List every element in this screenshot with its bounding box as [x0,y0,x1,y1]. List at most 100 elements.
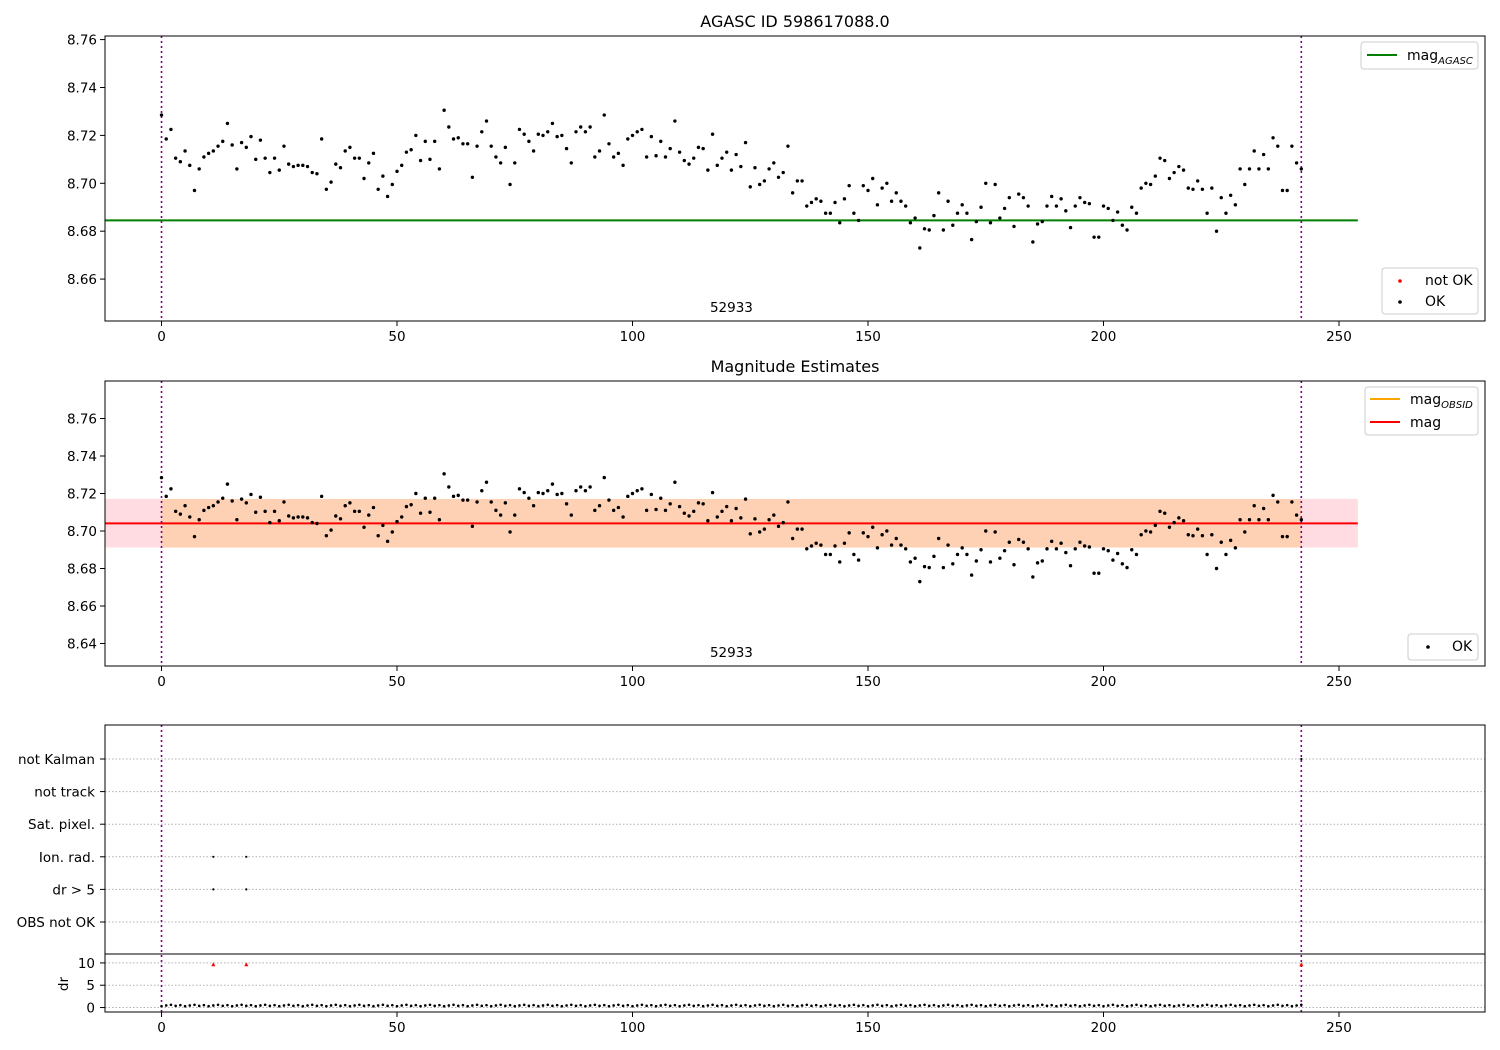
data-point-ok [616,505,621,510]
data-point-ok [1153,174,1158,178]
data-point-ok [946,543,950,547]
data-point-ok [334,162,338,166]
data-point-ok [889,543,894,547]
data-point-ok [385,539,390,544]
dr-point [692,1004,696,1008]
data-point-ok [1078,540,1082,544]
dr-point [1092,1004,1096,1008]
dr-point [499,1003,502,1007]
data-point-ok [1210,186,1214,190]
y-tick-label: 8.68 [67,562,97,578]
dr-point [1064,1003,1068,1007]
data-point-ok [1007,195,1012,200]
dr-point [325,1004,328,1008]
data-point-ok [1068,225,1073,230]
data-point-ok [418,511,423,515]
dr-point [711,1003,714,1007]
data-point-ok [404,150,409,154]
data-point-ok [800,527,804,531]
data-point-ok [183,503,187,508]
dr-point [221,1004,225,1008]
mag-estimates-title: Magnitude Estimates [711,357,880,376]
dr-point [188,1004,192,1007]
dr-point [927,1004,931,1008]
data-point-ok [635,130,639,134]
data-point-ok [169,487,173,491]
data-point-ok [319,494,324,499]
dr-point [1059,1004,1063,1007]
dr-point [320,1003,323,1007]
data-point-ok [776,175,781,180]
data-point-ok [211,149,216,153]
data-point-ok [960,546,964,550]
data-point-ok [748,532,752,536]
data-point-ok [1002,206,1007,211]
data-point-ok [173,509,178,514]
data-point-ok [1167,176,1172,181]
dr-point [372,1004,375,1008]
data-point-ok [993,530,997,534]
data-point-ok [710,490,715,495]
dr-point [1055,1004,1058,1008]
data-point-ok [338,166,343,170]
data-point-ok [192,534,197,539]
data-point-ok [1097,571,1101,575]
dr-point [937,1004,940,1008]
data-point-ok [183,149,187,153]
dr-point [1229,1003,1232,1007]
dr-point [273,1003,276,1007]
data-point-ok [513,513,517,517]
data-point-ok [357,156,362,160]
data-point-ok [701,502,705,506]
data-point-ok [352,156,357,160]
data-point-ok [941,228,946,232]
dr-point [334,1003,338,1007]
dr-point [1290,1004,1294,1008]
dr-point [1012,1004,1016,1007]
data-point-ok [635,488,639,493]
x-tick-label: 250 [1326,674,1352,690]
dr-point [730,1004,733,1007]
dr-point [833,1004,837,1008]
data-point-ok [988,221,993,225]
data-point-ok [1200,187,1205,191]
data-point-ok [197,518,201,522]
x-tick-label: 200 [1091,329,1117,345]
data-point-ok [974,219,979,224]
dr-point [654,1004,658,1008]
data-point-ok [470,524,475,529]
data-point-ok [202,155,206,159]
dr-point [706,1004,710,1007]
dr-point [1205,1003,1209,1007]
data-point-ok [1200,533,1205,538]
dr-point [376,1004,380,1007]
dr-point [748,1004,752,1008]
data-point-ok [225,121,230,126]
dr-point [169,1003,173,1007]
dr-point [183,1004,187,1008]
y-tick-label: 8.74 [67,80,97,96]
dr-point [857,1004,860,1008]
data-point-ok [1238,518,1242,522]
data-point-ok [1153,523,1158,528]
dr-point [1295,1004,1298,1007]
data-point-ok [367,161,371,165]
data-point-ok [772,513,776,517]
dr-point [400,1004,404,1007]
data-point-ok [1261,152,1266,157]
data-point-ok [659,496,663,500]
dr-point [296,1003,300,1007]
data-point-ok [178,160,183,164]
dr-point [894,1004,898,1007]
data-point-ok [668,146,672,151]
data-point-ok [239,140,244,145]
dr-point [428,1003,432,1007]
data-point-ok [315,172,319,176]
dr-point [329,1004,333,1007]
flag-row-label: Ion. rad. [39,850,95,866]
dr-point [306,1004,309,1007]
data-point-ok [739,164,743,169]
data-point-ok [880,186,884,190]
dr-point [847,1004,851,1007]
data-point-ok [1191,187,1195,191]
